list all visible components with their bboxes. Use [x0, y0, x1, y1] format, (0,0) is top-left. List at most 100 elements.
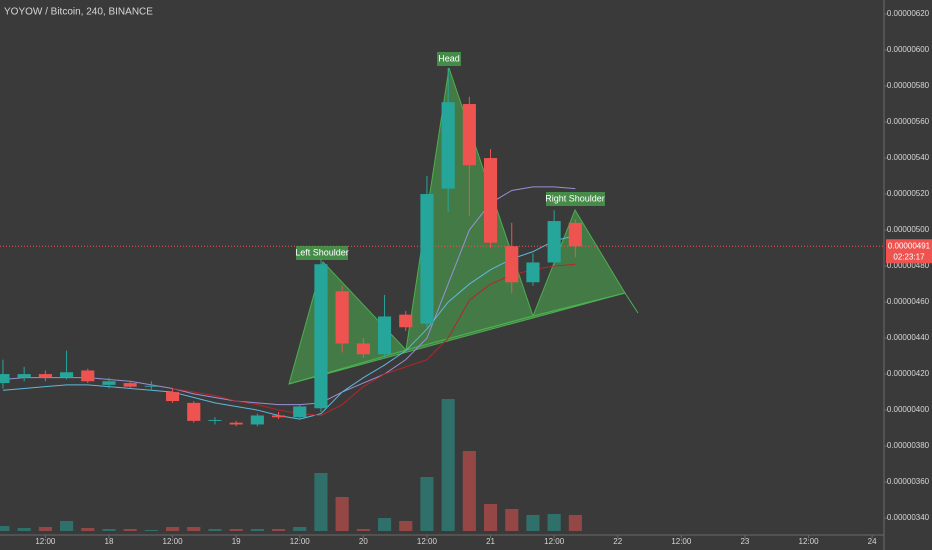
candle-body — [314, 264, 328, 409]
price-layer — [0, 68, 582, 427]
volume-bar — [271, 529, 286, 531]
volume-bar — [462, 451, 476, 531]
x-tick-label: 12:00 — [544, 537, 565, 546]
label-box — [437, 52, 461, 66]
candle-body — [483, 158, 498, 243]
candle-body — [462, 104, 476, 166]
candle-body — [526, 262, 540, 283]
volume-bar — [483, 504, 498, 531]
volume-layer — [0, 399, 582, 531]
candle-body — [102, 381, 116, 385]
volume-bar — [102, 529, 116, 531]
candle-body — [399, 314, 413, 328]
x-tick-label: 12:00 — [671, 537, 692, 546]
x-tick-label: 23 — [740, 537, 749, 546]
candle-body — [441, 102, 455, 189]
volume-bar — [250, 529, 264, 531]
axes: 0.00000620 0.00000600 0.00000580 0.00000560… — [35, 9, 932, 546]
volume-bar — [0, 526, 10, 531]
candle-body — [81, 370, 95, 382]
projection-line — [624, 292, 639, 314]
volume-bar — [356, 529, 370, 531]
candle-body — [547, 221, 561, 263]
volume-bar — [38, 527, 52, 531]
candle-body — [17, 374, 31, 378]
volume-bar — [229, 529, 243, 531]
label-box — [546, 192, 605, 206]
label-box — [296, 246, 348, 260]
x-tick-label: 21 — [486, 537, 495, 546]
x-tick-label: 12:00 — [163, 537, 184, 546]
price-tag-label: 0.00000491 — [888, 241, 931, 250]
candle-body — [377, 316, 392, 355]
y-tick-label: 0.00000360 — [887, 477, 930, 486]
candle-body — [335, 291, 349, 344]
volume-bar — [17, 528, 31, 531]
neckline-shape — [288, 292, 626, 385]
annotation: Right Shoulder — [545, 193, 605, 203]
chart-title: YOYOW / Bitcoin, 240, BINANCE — [4, 7, 153, 18]
x-tick-label: 12:00 — [799, 537, 820, 546]
volume-bar — [568, 515, 582, 531]
x-tick-label: 12:00 — [290, 537, 311, 546]
volume-bar — [165, 527, 180, 531]
candle-body — [293, 406, 307, 418]
y-tick-label: 0.00000620 — [887, 9, 930, 18]
y-tick-label: 0.00000480 — [887, 261, 930, 270]
candle-body — [144, 385, 158, 387]
x-tick-label: 20 — [359, 537, 368, 546]
y-tick-label: 0.00000380 — [887, 441, 930, 450]
volume-bar — [314, 473, 328, 531]
x-tick-label: 12:00 — [417, 537, 438, 546]
annotation: Left Shoulder — [295, 247, 349, 257]
x-tick-label: 18 — [105, 537, 114, 546]
x-tick-label: 12:00 — [35, 537, 56, 546]
y-tick-label: 0.00000460 — [887, 297, 930, 306]
candle-body — [165, 392, 180, 402]
y-tick-label: 0.00000540 — [887, 153, 930, 162]
y-tick-label: 0.00000560 — [887, 117, 930, 126]
x-tick-label: 19 — [232, 537, 241, 546]
ma-line — [2, 186, 576, 406]
y-tick-label: 0.00000420 — [887, 369, 930, 378]
y-tick-label: 0.00000600 — [887, 45, 930, 54]
annotation: Head — [438, 53, 460, 63]
volume-bar — [377, 518, 392, 531]
ma-line — [2, 234, 576, 420]
candle-body — [187, 402, 201, 421]
volume-bar — [335, 497, 349, 531]
y-tick-label: 0.00000340 — [887, 513, 930, 522]
candle-body — [229, 422, 243, 425]
x-tick-label: 24 — [868, 537, 877, 546]
candle-body — [0, 374, 10, 384]
volume-bar — [505, 509, 519, 531]
y-tick-label: 0.00000520 — [887, 189, 930, 198]
candle-body — [505, 246, 519, 283]
candle-body — [568, 222, 582, 247]
volume-bar — [81, 528, 95, 531]
countdown: 02:23:17 — [893, 252, 925, 261]
candle-body — [271, 415, 286, 418]
candle-body — [356, 343, 370, 355]
volume-bar — [526, 515, 540, 531]
volume-bar — [293, 527, 307, 531]
y-tick-label: 0.00000500 — [887, 225, 930, 234]
volume-bar — [123, 529, 137, 531]
volume-bar — [187, 527, 201, 531]
price-tag — [886, 239, 932, 264]
volume-bar — [420, 477, 434, 531]
candle-body — [59, 372, 74, 378]
volume-bar — [547, 514, 561, 531]
candle-body — [208, 419, 222, 421]
candle-body — [420, 194, 434, 324]
volume-bar — [399, 521, 413, 531]
candle-body — [250, 415, 264, 425]
y-tick-label: 0.00000400 — [887, 405, 930, 414]
candle-body — [38, 374, 52, 378]
x-tick-label: 22 — [613, 537, 622, 546]
y-tick-label: 0.00000580 — [887, 81, 930, 90]
volume-bar — [144, 530, 158, 531]
candle-body — [123, 383, 137, 387]
y-tick-label: 0.00000440 — [887, 333, 930, 342]
